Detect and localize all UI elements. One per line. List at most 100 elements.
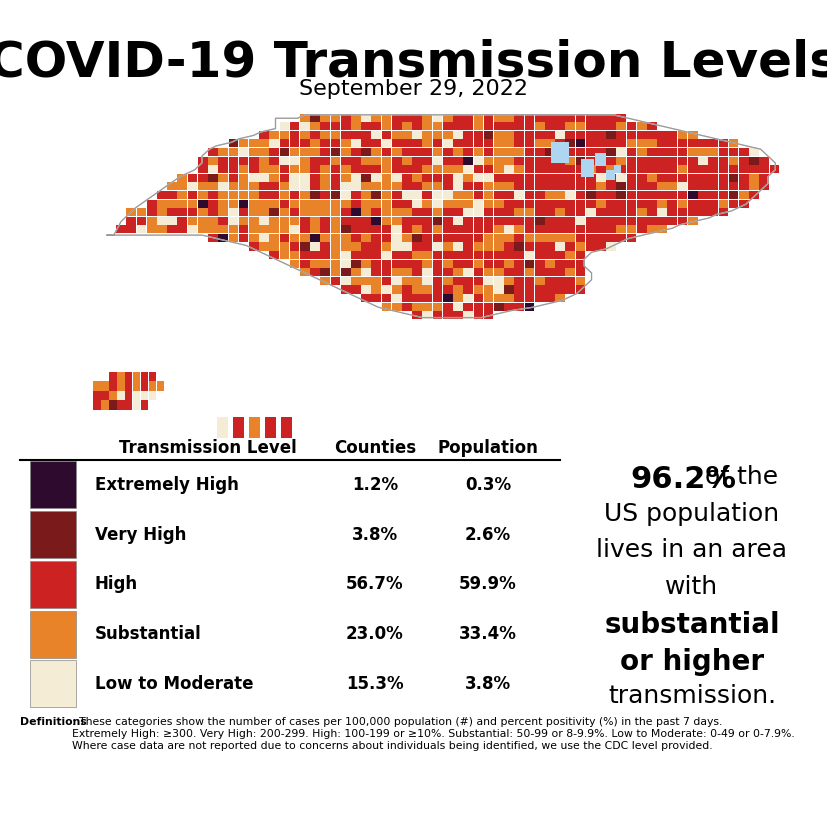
Bar xyxy=(586,165,595,173)
Bar xyxy=(534,200,544,208)
Bar xyxy=(524,191,533,199)
Bar xyxy=(402,234,411,242)
Bar xyxy=(402,156,411,164)
Bar xyxy=(707,148,717,156)
Bar xyxy=(565,148,575,156)
Bar xyxy=(391,251,401,259)
Bar xyxy=(534,208,544,216)
Bar xyxy=(361,182,370,191)
Bar xyxy=(330,242,340,250)
Bar xyxy=(412,294,422,302)
Bar xyxy=(433,122,442,130)
Bar xyxy=(463,156,472,164)
Bar xyxy=(330,173,340,182)
Bar xyxy=(605,217,615,225)
Bar xyxy=(463,311,472,319)
Bar xyxy=(422,156,432,164)
Bar xyxy=(514,139,523,147)
Bar xyxy=(371,200,380,208)
Bar xyxy=(320,139,330,147)
Bar xyxy=(524,285,533,294)
Bar xyxy=(341,156,350,164)
Bar xyxy=(504,156,514,164)
Bar xyxy=(218,225,227,233)
Bar xyxy=(473,131,483,139)
Bar xyxy=(269,191,279,199)
Bar xyxy=(586,217,595,225)
Bar xyxy=(351,148,361,156)
Bar xyxy=(141,391,148,400)
Bar xyxy=(626,122,636,130)
Bar xyxy=(687,165,697,173)
Bar xyxy=(433,139,442,147)
Bar xyxy=(605,208,615,216)
Bar xyxy=(524,182,533,191)
Bar xyxy=(494,173,503,182)
Bar xyxy=(289,156,299,164)
Bar xyxy=(351,208,361,216)
Bar xyxy=(657,156,667,164)
Bar xyxy=(320,259,330,267)
Bar xyxy=(442,303,452,311)
Bar xyxy=(218,148,227,156)
Bar xyxy=(626,182,636,191)
Bar xyxy=(289,139,299,147)
Bar xyxy=(167,225,177,233)
Bar xyxy=(371,259,380,267)
Bar xyxy=(269,165,279,173)
Bar xyxy=(452,303,462,311)
Bar xyxy=(616,182,625,191)
Bar xyxy=(586,208,595,216)
Bar xyxy=(555,148,564,156)
Bar xyxy=(361,148,370,156)
Bar xyxy=(218,173,227,182)
Bar xyxy=(452,173,462,182)
Bar xyxy=(289,234,299,242)
Bar xyxy=(555,259,564,267)
Bar xyxy=(676,148,686,156)
Bar xyxy=(351,200,361,208)
Bar xyxy=(504,173,514,182)
Bar xyxy=(238,182,248,191)
Bar xyxy=(687,200,697,208)
Text: substantial: substantial xyxy=(604,611,779,639)
Bar xyxy=(463,182,472,191)
Bar xyxy=(391,156,401,164)
Bar xyxy=(371,234,380,242)
Bar xyxy=(259,200,269,208)
Bar xyxy=(555,156,564,164)
Bar xyxy=(452,182,462,191)
Bar xyxy=(463,114,472,122)
Bar xyxy=(198,208,208,216)
Bar xyxy=(657,131,667,139)
Bar xyxy=(616,234,625,242)
Bar xyxy=(381,148,391,156)
Bar xyxy=(442,165,452,173)
Bar xyxy=(341,251,350,259)
Bar xyxy=(586,122,595,130)
Bar xyxy=(402,114,411,122)
Bar xyxy=(280,251,289,259)
Bar xyxy=(494,148,503,156)
Bar xyxy=(330,156,340,164)
Bar xyxy=(269,139,279,147)
Bar xyxy=(208,182,218,191)
Bar xyxy=(707,208,717,216)
Bar xyxy=(565,165,575,173)
Bar xyxy=(555,294,564,302)
Bar xyxy=(433,148,442,156)
Bar xyxy=(626,148,636,156)
Bar xyxy=(249,208,258,216)
Bar xyxy=(452,200,462,208)
Bar xyxy=(341,139,350,147)
Bar xyxy=(412,191,422,199)
Bar xyxy=(565,182,575,191)
Bar xyxy=(299,139,309,147)
Bar xyxy=(238,208,248,216)
Bar xyxy=(198,200,208,208)
Bar xyxy=(524,276,533,285)
Bar xyxy=(718,200,728,208)
Bar xyxy=(707,173,717,182)
Bar xyxy=(463,139,472,147)
Bar xyxy=(330,225,340,233)
